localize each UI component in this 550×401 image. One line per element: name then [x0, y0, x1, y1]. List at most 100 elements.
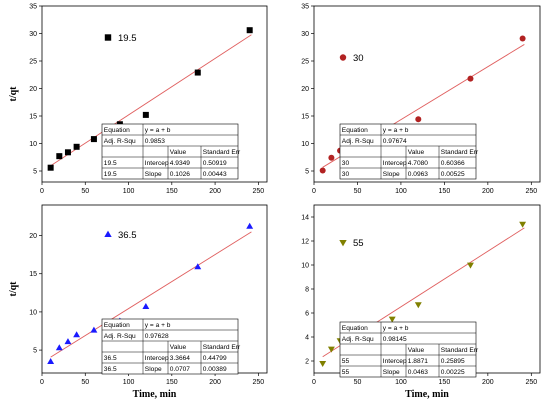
y-tick-label: 2: [305, 359, 309, 366]
data-point: [47, 164, 54, 171]
fit-line: [50, 34, 252, 167]
y-tick-label: 25: [29, 59, 37, 66]
stats-table-frame: [339, 321, 477, 378]
table-adj-value: 0.97628: [145, 333, 169, 340]
x-tick-label: 0: [312, 379, 316, 386]
y-axis-title: t/qt: [8, 86, 19, 102]
y-tick-label: 15: [29, 114, 37, 121]
table-row-name: 30: [342, 160, 350, 167]
table-row-name: 55: [342, 369, 350, 376]
x-tick-label: 200: [209, 188, 221, 195]
data-point: [319, 167, 326, 174]
legend-marker: [104, 34, 112, 41]
data-point: [467, 262, 474, 269]
table-row-param: Slope: [383, 171, 400, 178]
table-value-header: Value: [170, 344, 187, 351]
table-adj-label: Adj. R-Squ: [104, 333, 136, 340]
y-tick-label: 8: [305, 287, 309, 294]
data-point: [90, 136, 97, 143]
legend-label: 30: [353, 53, 364, 64]
table-row-value: 0.0463: [408, 369, 429, 376]
stats-table: Equation y = a + b Adj. R-Squ 0.9853 Value St…: [101, 123, 241, 180]
table-row-name: 36.5: [104, 366, 117, 373]
fit-line: [50, 231, 252, 358]
y-tick-label: 15: [29, 271, 37, 278]
table-row-value: 0.0707: [170, 366, 191, 373]
data-point: [73, 331, 81, 338]
legend-label: 55: [353, 238, 364, 249]
data-point: [388, 316, 396, 323]
table-equation-label: Equation: [104, 322, 130, 329]
data-point: [47, 357, 55, 364]
y-tick-label: 35: [29, 4, 37, 11]
table-row-param: Intercep: [145, 355, 169, 362]
y-tick-label: 20: [29, 233, 37, 240]
x-axis-title: Time, min: [405, 389, 449, 400]
data-point: [519, 221, 527, 228]
table-equation-label: Equation: [342, 325, 368, 332]
table-stderr-header: Standard Err: [203, 344, 241, 351]
table-adj-label: Adj. R-Squ: [342, 336, 374, 343]
table-row-param: Slope: [383, 369, 400, 376]
x-tick-label: 0: [40, 379, 44, 386]
table-equation: y = a + b: [145, 322, 171, 329]
y-tick-label: 10: [301, 141, 309, 148]
table-row-stderr: 0.00389: [203, 366, 227, 373]
table-value-header: Value: [408, 347, 425, 354]
table-row-value: 4.9349: [170, 160, 191, 167]
data-point: [142, 302, 150, 309]
data-point: [56, 153, 63, 160]
table-equation: y = a + b: [145, 127, 171, 134]
legend-marker: [339, 239, 347, 247]
table-adj-label: Adj. R-Squ: [342, 138, 374, 145]
chart-panel-2: 0 50 100 150 200 250 5 10 15 20 25 30 35 30 Equation y …: [301, 4, 541, 195]
table-row-stderr: 0.60366: [441, 160, 465, 167]
table-adj-value: 0.98145: [383, 336, 407, 343]
table-row-value: 4.7080: [408, 160, 429, 167]
stats-table-frame: [101, 123, 239, 180]
table-row-stderr: 0.50919: [203, 160, 227, 167]
data-point: [328, 154, 335, 161]
x-tick-label: 150: [166, 379, 178, 386]
table-stderr-header: Standard Err: [203, 149, 241, 156]
x-tick-label: 50: [354, 379, 362, 386]
table-row-stderr: 0.00443: [203, 171, 227, 178]
x-tick-label: 150: [166, 188, 178, 195]
x-tick-label: 150: [439, 188, 451, 195]
data-point: [246, 27, 253, 34]
table-row-stderr: 0.25895: [441, 358, 465, 365]
table-row-name: 30: [342, 171, 350, 178]
legend-marker: [339, 54, 347, 61]
stats-table-frame: [101, 318, 239, 375]
x-tick-label: 50: [354, 188, 362, 195]
table-row-value: 0.0963: [408, 171, 429, 178]
y-tick-label: 14: [301, 215, 309, 222]
table-value-header: Value: [408, 149, 425, 156]
y-tick-label: 10: [29, 309, 37, 316]
y-tick-label: 25: [301, 59, 309, 66]
legend-marker: [104, 230, 112, 238]
x-tick-label: 0: [312, 188, 316, 195]
y-tick-label: 35: [301, 4, 309, 11]
x-tick-label: 50: [81, 379, 89, 386]
x-tick-label: 150: [439, 379, 451, 386]
x-tick-label: 100: [123, 379, 135, 386]
y-tick-label: 30: [29, 31, 37, 38]
x-tick-label: 50: [81, 188, 89, 195]
x-tick-label: 250: [253, 188, 265, 195]
y-tick-label: 15: [301, 114, 309, 121]
table-adj-value: 0.97674: [383, 138, 407, 145]
data-point: [519, 35, 526, 42]
data-point: [415, 116, 422, 123]
table-row-stderr: 0.00225: [441, 369, 465, 376]
table-equation: y = a + b: [383, 325, 409, 332]
x-tick-label: 200: [482, 188, 494, 195]
data-point: [414, 302, 422, 309]
y-tick-label: 20: [301, 86, 309, 93]
x-tick-label: 250: [253, 379, 265, 386]
legend-label: 19.5: [118, 33, 137, 44]
x-tick-label: 0: [40, 188, 44, 195]
x-tick-label: 100: [123, 188, 135, 195]
